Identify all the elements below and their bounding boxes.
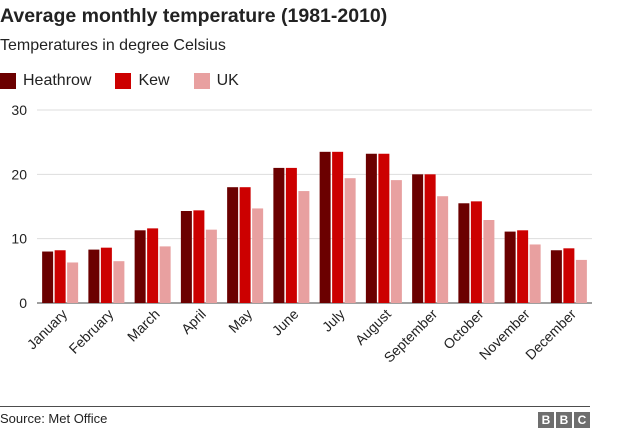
- legend: Heathrow Kew UK: [0, 72, 263, 90]
- chart-title: Average monthly temperature (1981-2010): [0, 5, 388, 27]
- bar-uk-march: [159, 246, 171, 303]
- bar-uk-july: [344, 178, 356, 303]
- legend-label-heathrow: Heathrow: [23, 72, 92, 89]
- legend-item-kew: Kew: [115, 72, 170, 90]
- bar-uk-february: [113, 261, 125, 303]
- bar-heathrow-december: [550, 250, 562, 303]
- bar-kew-may: [239, 187, 251, 303]
- bar-uk-august: [390, 180, 402, 303]
- bar-heathrow-june: [273, 167, 285, 303]
- bar-kew-december: [563, 248, 575, 303]
- bar-uk-may: [252, 208, 264, 303]
- x-tick-label-june: June: [269, 306, 302, 339]
- x-tick-label-july: July: [319, 306, 348, 335]
- bar-kew-september: [424, 174, 436, 303]
- bar-uk-june: [298, 191, 310, 303]
- x-tick-label-december: December: [522, 306, 579, 363]
- x-tick-label-february: February: [66, 306, 117, 357]
- legend-swatch-kew: [115, 73, 132, 89]
- legend-item-uk: UK: [193, 72, 239, 90]
- bar-kew-november: [517, 230, 529, 303]
- legend-swatch-uk: [193, 73, 210, 89]
- y-tick-label: 0: [19, 295, 27, 311]
- legend-swatch-heathrow: [0, 73, 16, 89]
- bar-uk-november: [529, 244, 541, 303]
- chart-subtitle: Temperatures in degree Celsius: [0, 37, 226, 54]
- bbc-logo: B B C: [538, 412, 590, 428]
- bbc-logo-letter: B: [556, 412, 572, 428]
- y-tick-label: 30: [11, 102, 27, 118]
- bar-heathrow-july: [319, 151, 331, 303]
- x-tick-label-october: October: [440, 306, 487, 353]
- bar-heathrow-november: [504, 231, 516, 303]
- y-tick-label: 20: [11, 166, 27, 182]
- footer-divider: [0, 406, 590, 407]
- bar-heathrow-october: [458, 203, 470, 303]
- bar-heathrow-august: [365, 153, 377, 303]
- x-tick-label-may: May: [225, 306, 255, 336]
- bbc-logo-letter: C: [574, 412, 590, 428]
- bar-kew-october: [470, 201, 482, 303]
- bar-kew-february: [100, 247, 112, 303]
- bar-uk-january: [67, 262, 79, 303]
- bar-kew-april: [193, 210, 205, 303]
- y-axis-ticks: 0 10 20 30: [11, 102, 27, 311]
- bar-kew-august: [378, 153, 390, 303]
- bar-heathrow-february: [88, 249, 100, 303]
- bar-heathrow-march: [134, 230, 146, 303]
- legend-label-kew: Kew: [138, 72, 170, 89]
- bar-kew-july: [332, 151, 344, 303]
- x-tick-label-august: August: [352, 306, 394, 348]
- bar-heathrow-may: [227, 187, 239, 303]
- x-tick-label-january: January: [24, 306, 71, 353]
- bar-heathrow-september: [412, 174, 424, 303]
- bar-heathrow-april: [180, 211, 192, 303]
- legend-label-uk: UK: [216, 72, 239, 89]
- bbc-logo-letter: B: [538, 412, 554, 428]
- bar-uk-april: [205, 229, 217, 303]
- bar-kew-june: [285, 167, 297, 303]
- source-note: Source: Met Office: [0, 411, 108, 426]
- bar-uk-december: [575, 259, 587, 303]
- gridlines: [37, 109, 592, 304]
- bar-uk-september: [437, 196, 449, 303]
- bar-heathrow-january: [42, 251, 54, 303]
- bar-uk-october: [483, 220, 495, 303]
- bars: [42, 151, 587, 303]
- y-tick-label: 10: [11, 231, 27, 247]
- bar-kew-march: [147, 228, 159, 303]
- x-tick-label-march: March: [124, 306, 163, 345]
- bar-kew-january: [54, 250, 66, 303]
- x-tick-label-april: April: [178, 306, 209, 337]
- legend-item-heathrow: Heathrow: [0, 72, 91, 90]
